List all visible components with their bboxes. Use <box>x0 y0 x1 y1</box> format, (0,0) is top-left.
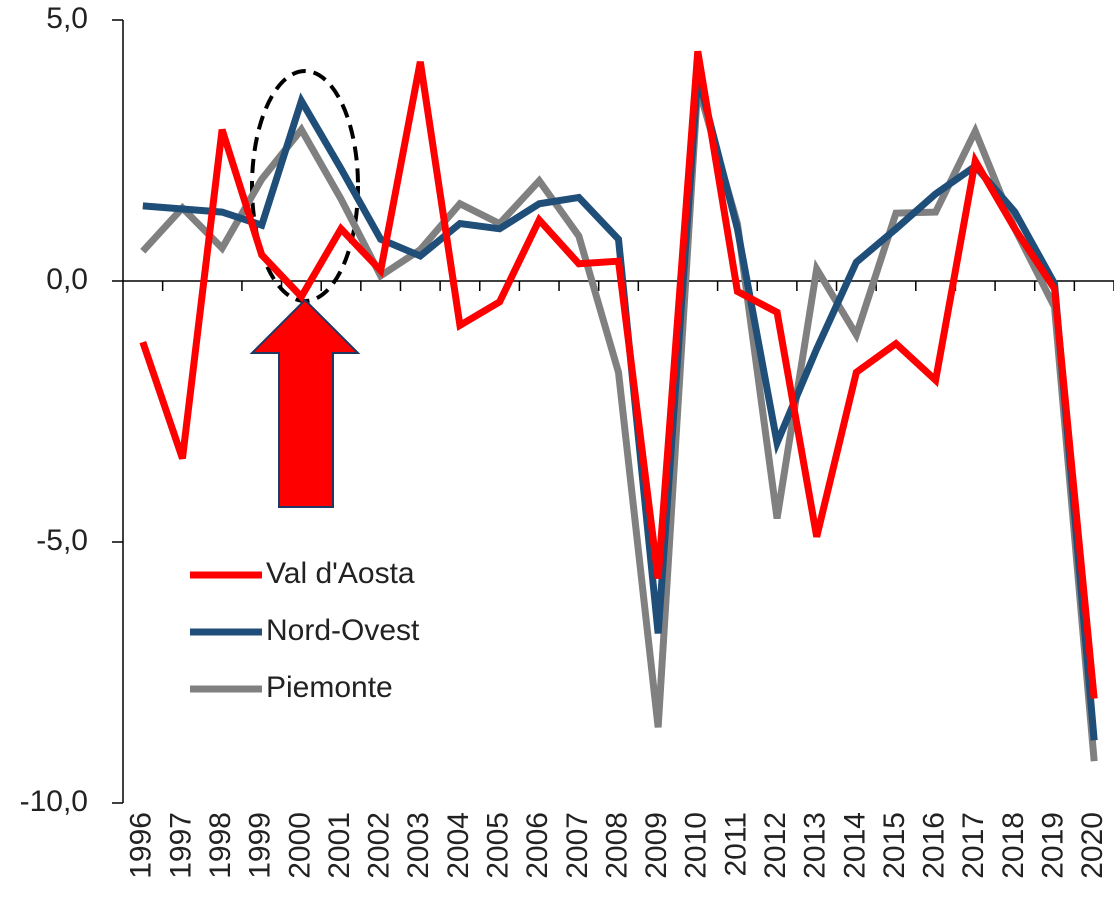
x-tick-label: 2003 <box>402 812 435 879</box>
y-tick-label: -5,0 <box>36 524 88 557</box>
series-line <box>142 73 1098 741</box>
x-tick-label: 2013 <box>799 812 832 879</box>
legend-label: Val d'Aosta <box>266 557 415 590</box>
x-tick-label: 2006 <box>521 812 554 879</box>
x-tick-label: 2015 <box>878 812 911 879</box>
x-tick-label: 2018 <box>997 812 1030 879</box>
x-tick-label: 2005 <box>482 812 515 879</box>
x-tick-label: 2002 <box>363 812 396 879</box>
x-tick-label: 2004 <box>442 812 475 879</box>
y-tick-label: 0,0 <box>46 263 88 296</box>
x-tick-label: 2010 <box>680 812 713 879</box>
x-tick-label: 2019 <box>1036 812 1069 879</box>
x-tick-label: 2007 <box>561 812 594 879</box>
x-tick-label: 2012 <box>759 812 792 879</box>
legend-label: Piemonte <box>266 671 393 704</box>
series-line <box>139 50 1098 699</box>
x-tick-label: 2016 <box>918 812 951 879</box>
series-line <box>140 84 1098 762</box>
x-tick-label: 2009 <box>640 812 673 879</box>
x-tick-label: 2008 <box>600 812 633 879</box>
x-tick-label: 2011 <box>719 812 752 877</box>
highlight-arrow <box>249 298 361 508</box>
y-tick-label: 5,0 <box>46 2 88 35</box>
x-tick-label: 2001 <box>323 812 356 879</box>
x-tick-label: 2020 <box>1076 812 1109 879</box>
x-tick-label: 2017 <box>957 812 990 879</box>
legend-label: Nord-Ovest <box>266 614 420 647</box>
x-tick-label: 2000 <box>283 812 316 879</box>
x-tick-label: 1997 <box>164 812 197 879</box>
x-tick-label: 1996 <box>125 812 158 879</box>
x-tick-label: 1999 <box>244 812 277 879</box>
x-tick-label: 2014 <box>838 812 871 879</box>
y-tick-label: -10,0 <box>20 785 88 818</box>
x-tick-label: 1998 <box>204 812 237 879</box>
